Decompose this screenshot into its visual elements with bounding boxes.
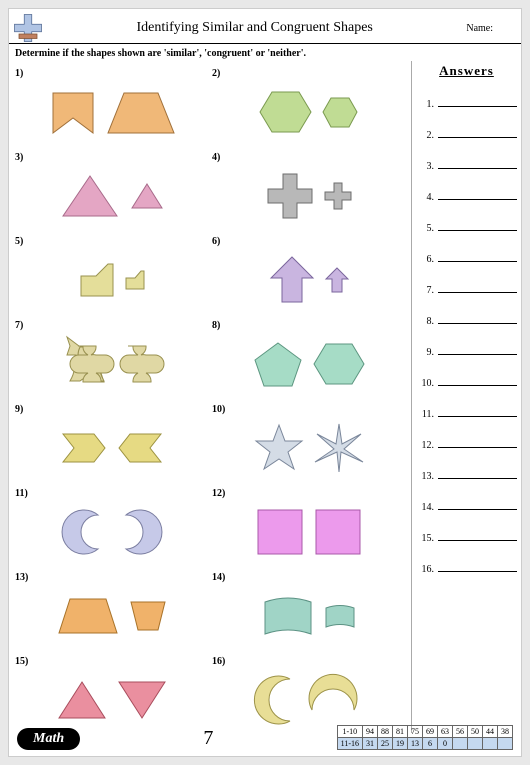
answer-line: 16. xyxy=(416,564,517,575)
question-11: 11) xyxy=(13,481,210,565)
shape-moon-vert xyxy=(260,675,300,725)
answer-line: 4. xyxy=(416,192,517,203)
question-4: 4) xyxy=(210,145,407,229)
answer-line: 3. xyxy=(416,161,517,172)
shape-curved-rect-small xyxy=(323,602,357,630)
shape-chevron-left xyxy=(116,431,164,465)
questions-grid: 1) 2) 3) xyxy=(9,61,411,733)
shape-crescent-2 xyxy=(116,509,164,555)
worksheet-page: Identifying Similar and Congruent Shapes… xyxy=(8,8,522,757)
answer-line: 11. xyxy=(416,409,517,420)
answer-line: 5. xyxy=(416,223,517,234)
question-5: 5) xyxy=(13,229,210,313)
shape-hexagon-large xyxy=(258,87,313,137)
shape-triangle-large xyxy=(59,171,121,221)
shape-quatrefoil-1 xyxy=(66,343,108,385)
question-16: 16) xyxy=(210,649,407,733)
question-10: 10) xyxy=(210,397,407,481)
question-7: 7) xyxy=(13,313,210,397)
plus-logo-icon xyxy=(13,13,43,43)
shape-triangle-up xyxy=(56,678,108,722)
answer-line: 6. xyxy=(416,254,517,265)
shape-plus-small xyxy=(323,181,353,211)
score-table: 1-10 9488 8175 6963 5650 4438 11-16 3125… xyxy=(337,725,513,750)
shape-trapezoid-small xyxy=(128,599,168,633)
shape-pentagon xyxy=(252,339,304,389)
answer-line: 1. xyxy=(416,99,517,110)
page-number: 7 xyxy=(203,727,213,750)
math-label: Math xyxy=(17,728,80,750)
shape-trapezoid-large xyxy=(56,595,120,637)
answer-line: 9. xyxy=(416,347,517,358)
shape-trapezoid xyxy=(106,88,176,136)
question-13: 13) xyxy=(13,565,210,649)
instruction: Determine if the shapes shown are 'simil… xyxy=(9,44,521,61)
answers-title: Answers xyxy=(416,63,517,79)
shape-plus-large xyxy=(265,171,315,221)
page-title: Identifying Similar and Congruent Shapes xyxy=(43,20,466,36)
shape-crescent-1 xyxy=(60,509,108,555)
question-14: 14) xyxy=(210,565,407,649)
name-label: Name: xyxy=(466,23,493,34)
question-9: 9) xyxy=(13,397,210,481)
answer-line: 13. xyxy=(416,471,517,482)
shape-curved-rect-large xyxy=(261,594,315,638)
answer-line: 2. xyxy=(416,130,517,141)
shape-quatrefoil-2 xyxy=(116,343,158,385)
shape-arrow-small xyxy=(324,266,350,294)
shape-star-5pt xyxy=(253,422,305,474)
shape-hexagon xyxy=(312,339,366,389)
question-8: 8) xyxy=(210,313,407,397)
footer: Math 7 1-10 9488 8175 6963 5650 4438 11-… xyxy=(17,725,513,750)
answer-line: 14. xyxy=(416,502,517,513)
shape-moon-horiz xyxy=(308,680,358,720)
shape-star-thin xyxy=(313,422,365,474)
shape-square-1 xyxy=(255,507,305,557)
question-6: 6) xyxy=(210,229,407,313)
shape-pentagon-chevron xyxy=(48,88,98,136)
shape-chevron-right xyxy=(60,431,108,465)
answer-line: 12. xyxy=(416,440,517,451)
answer-line: 7. xyxy=(416,285,517,296)
content: 1) 2) 3) xyxy=(9,61,521,733)
question-1: 1) xyxy=(13,61,210,145)
shape-l-small xyxy=(124,269,146,291)
answers-column: Answers 1. 2. 3. 4. 5. 6. 7. 8. 9. 10. 1… xyxy=(411,61,521,733)
shape-l-large xyxy=(78,261,116,299)
shape-triangle-down xyxy=(116,678,168,722)
answer-line: 8. xyxy=(416,316,517,327)
question-12: 12) xyxy=(210,481,407,565)
shape-triangle-small xyxy=(129,181,165,211)
answer-line: 10. xyxy=(416,378,517,389)
header: Identifying Similar and Congruent Shapes… xyxy=(9,9,521,44)
shape-square-2 xyxy=(313,507,363,557)
question-2: 2) xyxy=(210,61,407,145)
shape-arrow-large xyxy=(268,254,316,306)
answer-line: 15. xyxy=(416,533,517,544)
question-3: 3) xyxy=(13,145,210,229)
shape-hexagon-small xyxy=(321,95,359,130)
question-15: 15) xyxy=(13,649,210,733)
